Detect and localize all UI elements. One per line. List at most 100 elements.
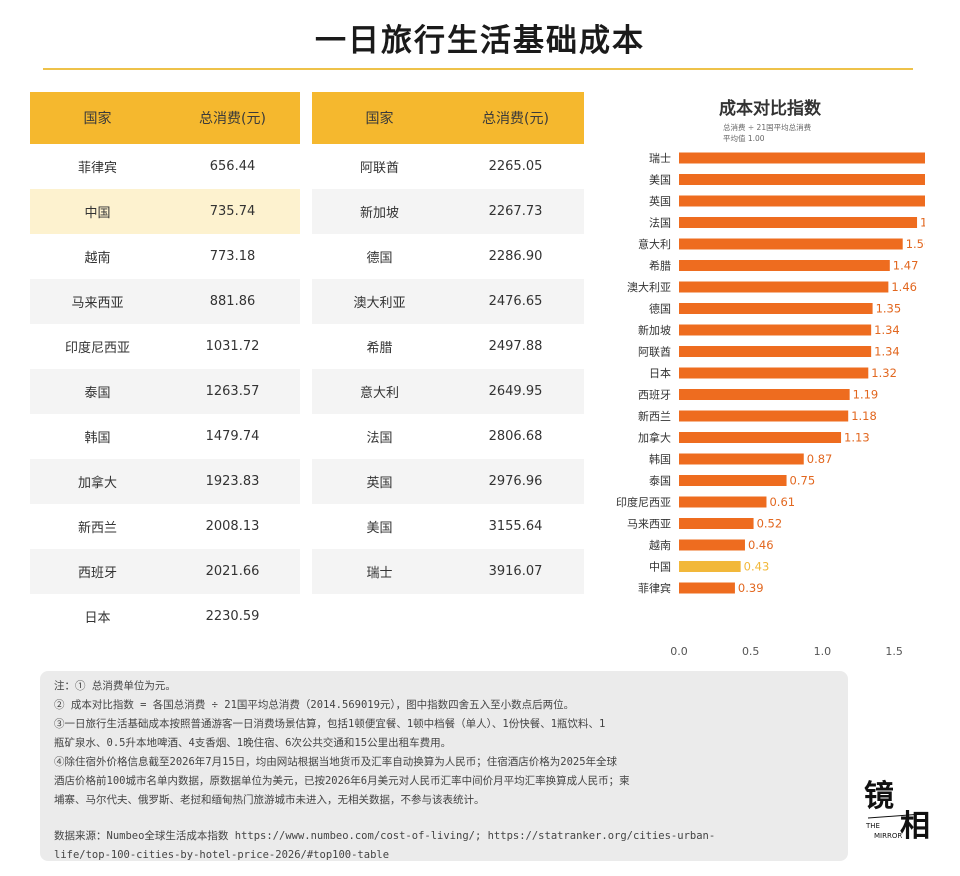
value-label: 1.13 [844,431,870,445]
country-cell: 意大利 [312,369,447,414]
total-cell: 773.18 [209,249,256,264]
country-cell: 澳大利亚 [312,279,447,324]
category-label: 法国 [649,216,671,230]
svg-text:THE: THE [865,822,880,830]
total-cell: 1263.57 [165,369,300,414]
table-row: 马来西亚 881.86 澳大利亚 2476.65 [30,279,584,324]
bar [679,152,960,164]
value-label: 0.46 [748,538,774,552]
category-label: 韩国 [649,452,671,466]
table-row: 新西兰 2008.13 美国 3155.64 [30,504,584,549]
country-cell: 阿联酋 [359,161,399,176]
note-line: ② 成本对比指数 = 各国总消费 ÷ 21国平均总消费（2014.569019元… [54,699,575,711]
bar [679,518,754,529]
note-line: 酒店价格前100城市名单内数据，原数据单位为美元，已按2026年6月美元对人民币… [54,775,630,787]
category-label: 马来西亚 [627,518,671,531]
table-row: 加拿大 1923.83 英国 2976.96 [30,459,584,504]
total-cell [447,594,584,639]
bar [679,453,804,465]
total-cell: 2497.88 [488,339,543,354]
value-label: 0.39 [738,581,764,595]
country-cell: 新加坡 [312,189,447,234]
total-cell: 1031.72 [205,339,260,354]
bar [679,324,872,336]
country-cell: 菲律宾 [77,161,117,176]
total-cell: 881.86 [165,279,300,324]
country-cell: 越南 [84,251,111,266]
header-total-right: 总消费(元) [447,92,584,144]
country-cell: 德国 [366,251,393,266]
note-line: 埔寨、马尔代夫、俄罗斯、老挝和缅甸热门旅游城市未进入，无相关数据，不参与该表统计… [54,794,485,806]
header-country-right: 国家 [312,92,447,144]
country-cell: 中国 [30,189,165,234]
category-label: 新西兰 [638,409,671,423]
category-label: 菲律宾 [638,581,671,595]
value-label: 1.18 [851,409,877,423]
note-line: 注：① 总消费单位为元。 [54,680,176,692]
category-label: 泰国 [649,474,671,488]
x-tick-label: 0.0 [670,645,688,658]
total-cell: 2008.13 [205,519,260,534]
total-cell: 2649.95 [447,369,584,414]
total-cell: 3916.07 [447,549,584,594]
value-label: 1.47 [893,259,919,273]
table-row: 韩国 1479.74 法国 2806.68 [30,414,584,459]
chart-title: 成本对比指数 [719,98,822,119]
category-label: 印度尼西亚 [616,495,671,509]
category-label: 瑞士 [649,151,671,165]
category-label: 阿联酋 [638,345,671,359]
value-label: 0.75 [790,474,816,488]
value-label: 1.35 [876,302,902,316]
category-label: 澳大利亚 [627,280,671,294]
country-cell: 马来西亚 [30,279,165,324]
note-line: ④除住宿外价格信息截至2026年7月15日，均由网站根据当地货币及汇率自动换算为… [54,756,618,768]
category-label: 中国 [649,561,671,574]
note-line: life/top-100-cities-by-hotel-price-2026/… [54,849,390,861]
svg-text:MIRROR: MIRROR [874,832,902,840]
bar [679,238,903,250]
value-label: 1.19 [853,388,879,402]
bar [679,432,842,443]
category-label: 英国 [649,194,671,208]
bar [679,346,872,357]
table-row: 西班牙 2021.66 瑞士 3916.07 [30,549,584,594]
bar [679,281,889,293]
bar [679,496,767,508]
total-cell: 1479.74 [205,429,260,444]
value-label: 1.56 [906,237,925,251]
notes-panel: 注：① 总消费单位为元。 ② 成本对比指数 = 各国总消费 ÷ 21国平均总消费… [40,671,848,861]
bar [679,260,890,271]
page-title: 一日旅行生活基础成本 [315,23,645,59]
country-cell: 印度尼西亚 [64,341,130,356]
note-line: 瓶矿泉水、0.5升本地啤酒、4支香烟、1晚住宿、6次公共交通和15公里出租车费用… [54,737,452,749]
cost-table: 国家 总消费(元) 国家 总消费(元) 菲律宾 656.44 阿联酋 2265.05 中… [30,92,584,639]
x-tick-label: 0.5 [742,645,760,658]
value-label: 0.61 [769,495,795,509]
bar [679,303,873,314]
note-line: ③一日旅行生活基础成本按照普通游客一日消费场景估算，包括1顿便宜餐、1顿中档餐（… [54,718,606,730]
bar [679,410,849,422]
table-row: 日本 2230.59 [30,594,584,639]
header-total-left: 总消费(元) [165,92,300,144]
value-label: 1.66 [920,216,925,230]
value-label: 1.34 [874,345,900,359]
total-cell: 2021.66 [165,549,300,594]
total-cell: 2267.73 [447,189,584,234]
category-label: 日本 [649,366,671,380]
country-cell [312,594,447,639]
note-line: 数据来源：Numbeo全球生活成本指数 https://www.numbeo.c… [54,830,716,842]
total-cell: 735.74 [165,189,300,234]
total-cell: 656.44 [209,159,256,174]
table-row: 菲律宾 656.44 阿联酋 2265.05 [30,144,584,189]
total-cell: 2476.65 [447,279,584,324]
country-cell: 泰国 [30,369,165,414]
category-label: 越南 [649,538,671,552]
category-label: 西班牙 [638,389,671,402]
bar [679,195,932,207]
category-label: 希腊 [649,259,671,273]
value-label: 1.32 [871,366,897,380]
table-row: 越南 773.18 德国 2286.90 [30,234,584,279]
value-label: 1.34 [874,323,900,337]
the-mirror-logo: 镜 相 THE MIRROR [862,776,942,846]
